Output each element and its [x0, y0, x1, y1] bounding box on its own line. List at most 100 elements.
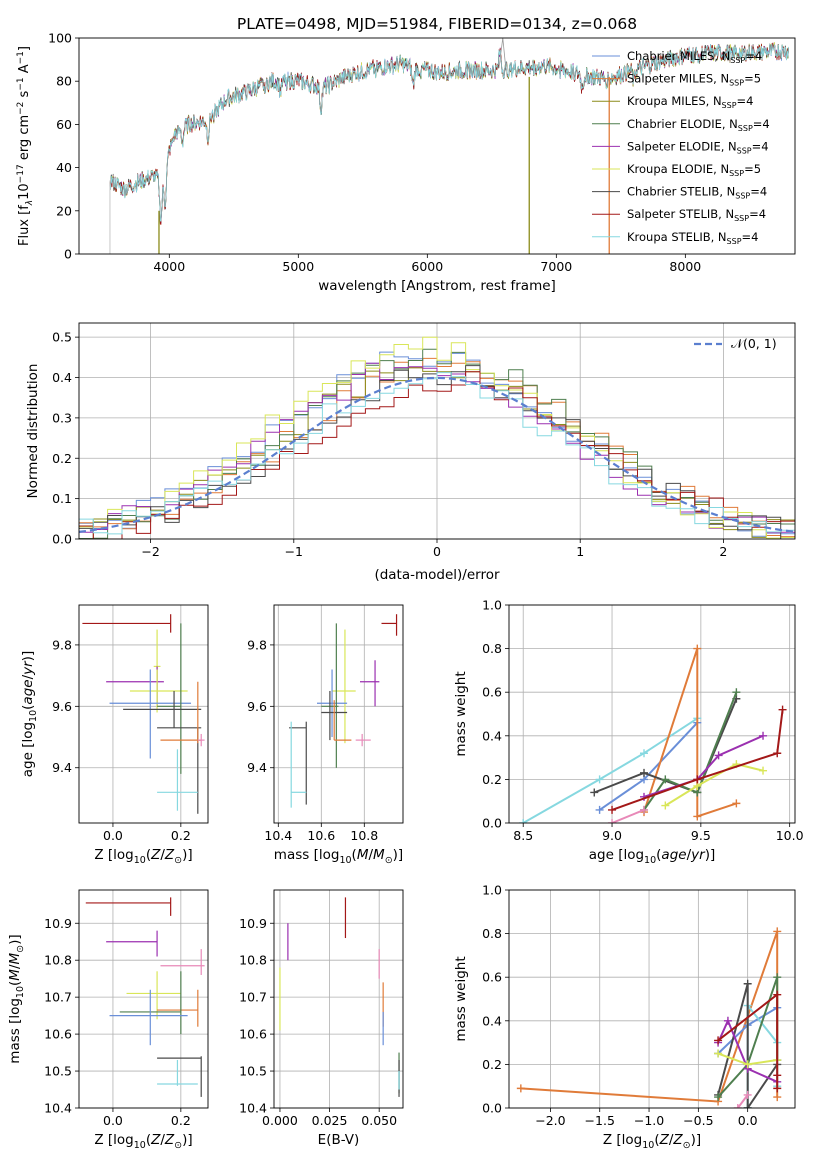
y-tick-label: 10.6 — [44, 1027, 72, 1042]
x-axis-label: E(B-V) — [318, 1132, 360, 1148]
weight-point-marker — [778, 705, 787, 714]
weight-vs-age-panel: 8.5 9.0 9.5 10.0 0.0 0.2 0.4 0.6 0.8 1.0 age [log1… — [453, 598, 804, 867]
error-bar-point — [381, 614, 398, 636]
x-tick-label: 0.0 — [103, 1113, 123, 1128]
axes-frame — [78, 37, 796, 255]
weight-vs-metallicity-panel: −2.0 −1.5 −1.0 −0.5 0.0 0.0 0.2 0.4 0.6 0.8 1.0 Z [… — [453, 883, 796, 1151]
weight-point-marker — [759, 766, 768, 775]
y-tick-label: 0.1 — [52, 491, 72, 506]
plot-area — [82, 614, 205, 814]
y-tick-label: 10.5 — [44, 1064, 72, 1079]
x-tick-label: 0.050 — [361, 1113, 397, 1128]
error-bar-point — [157, 623, 182, 774]
error-bar-point — [157, 749, 198, 811]
x-tick-label: 0.0 — [738, 1113, 758, 1128]
weight-point-marker — [743, 1060, 752, 1069]
y-axis-label: age [log10(age/yr)] — [20, 651, 39, 777]
weight-point-marker — [714, 1049, 723, 1058]
normal-reference-curve — [79, 376, 795, 533]
weight-series-line — [611, 709, 784, 811]
x-axis-label: Z [log10(Z/Z⊙)] — [603, 1132, 701, 1151]
weight-point-marker — [732, 688, 741, 697]
legend-entry: Salpeter MILES, NSSP=5 — [627, 72, 761, 88]
y-tick-label: 10.4 — [44, 1101, 72, 1116]
histogram-steps — [79, 336, 795, 539]
y-tick-label: 20 — [56, 203, 72, 218]
error-bar-point — [129, 669, 188, 713]
x-tick-label: 0.000 — [262, 1113, 298, 1128]
axes-frame — [508, 604, 796, 824]
x-tick-label: −1 — [285, 544, 303, 559]
legend-entry: Salpeter STELIB, NSSP=4 — [627, 207, 766, 223]
x-axis-label: mass [log10(M/M⊙)] — [274, 847, 403, 866]
y-tick-label: 9.6 — [247, 699, 267, 714]
y-tick-label: 0.0 — [482, 816, 502, 831]
weight-point-marker — [595, 805, 604, 814]
age-vs-metallicity-panel: 0.0 0.2 9.4 9.6 9.8 Z [log10(Z/Z⊙)] age [log10… — [20, 604, 209, 866]
y-tick-label: 0.2 — [52, 451, 72, 466]
x-axis-label: age [log10(age/yr)] — [589, 847, 715, 866]
y-tick-label: 1.0 — [482, 598, 502, 613]
x-tick-label: 6000 — [411, 259, 443, 274]
error-bar-point — [355, 733, 371, 747]
error-bar-point — [289, 721, 307, 805]
weight-point-marker — [773, 1084, 782, 1093]
weight-point-marker — [693, 644, 702, 653]
error-bar-point — [360, 660, 380, 707]
weight-point-marker — [773, 973, 782, 982]
y-tick-label: 0.6 — [482, 970, 502, 985]
y-tick-label: 9.6 — [52, 699, 72, 714]
error-bar-point — [290, 721, 307, 808]
plot-area — [516, 927, 782, 1108]
x-tick-label: 8000 — [669, 259, 701, 274]
weight-point-marker — [608, 819, 617, 823]
weight-point-marker — [743, 1104, 752, 1108]
error-bar-point — [333, 700, 352, 741]
histogram-steps — [79, 365, 795, 539]
weight-series-line — [611, 808, 645, 823]
weight-point-marker — [714, 1093, 723, 1102]
y-tick-label: 10.9 — [239, 916, 267, 931]
histogram-steps — [79, 372, 795, 535]
x-tick-label: 10.4 — [264, 828, 292, 843]
spectrum-spike — [498, 38, 507, 71]
error-bar-point — [85, 897, 172, 916]
x-tick-label: 8.5 — [513, 828, 533, 843]
y-tick-label: 10.7 — [44, 990, 72, 1005]
weight-point-marker — [640, 749, 649, 758]
axes-frame — [273, 604, 404, 824]
y-tick-label: 0.4 — [52, 370, 72, 385]
error-bar-point — [109, 669, 192, 759]
weight-point-marker — [773, 1093, 782, 1102]
mass-vs-metallicity-panel: 0.0 0.2 10.4 10.5 10.6 10.7 10.8 10.9 Z [log10(Z… — [7, 889, 209, 1151]
axes-frame — [78, 889, 209, 1109]
ticks: −2 −1 0 1 2 0.0 0.1 0.2 0.3 0.4 0.5 — [52, 330, 727, 559]
error-bar-point — [109, 989, 188, 1046]
y-axis-label: mass weight — [453, 671, 469, 756]
weight-point-marker — [714, 1036, 723, 1045]
residuals-histogram-panel: −2 −1 0 1 2 0.0 0.1 0.2 0.3 0.4 0.5 (data-model)/er… — [25, 322, 796, 583]
weight-series-line — [717, 983, 779, 1108]
mass-vs-ebv-panel: 0.000 0.025 0.050 10.4 10.5 10.6 10.7 10.8 10.9 E… — [239, 889, 404, 1148]
y-tick-label: 40 — [56, 160, 72, 175]
ticks: 0.0 0.2 10.4 10.5 10.6 10.7 10.8 10.9 — [44, 916, 191, 1128]
age-vs-mass-panel: 10.4 10.6 10.8 9.4 9.6 9.8 mass [log10(M/M⊙)] — [247, 604, 404, 866]
weight-series-line — [664, 763, 764, 807]
y-tick-label: 10.7 — [239, 990, 267, 1005]
error-bar-point — [160, 681, 202, 744]
y-tick-label: 0.3 — [52, 410, 72, 425]
x-tick-label: 2 — [719, 544, 727, 559]
y-axis-label: mass [log10(M/M⊙)] — [7, 934, 26, 1063]
ticks: 0.000 0.025 0.050 10.4 10.5 10.6 10.7 10.8 10.9 — [239, 916, 397, 1128]
error-bar-point — [123, 690, 202, 728]
y-tick-label: 0.8 — [482, 926, 502, 941]
y-tick-label: 10.8 — [44, 953, 72, 968]
error-bar-point — [160, 949, 205, 975]
weight-series-line — [717, 1018, 778, 1083]
weight-series-line — [643, 648, 737, 818]
plot-area — [109, 38, 789, 254]
x-tick-label: 0 — [433, 544, 441, 559]
x-tick-label: 4000 — [153, 259, 185, 274]
y-axis-label: mass weight — [453, 956, 469, 1041]
weight-point-marker — [519, 819, 528, 823]
